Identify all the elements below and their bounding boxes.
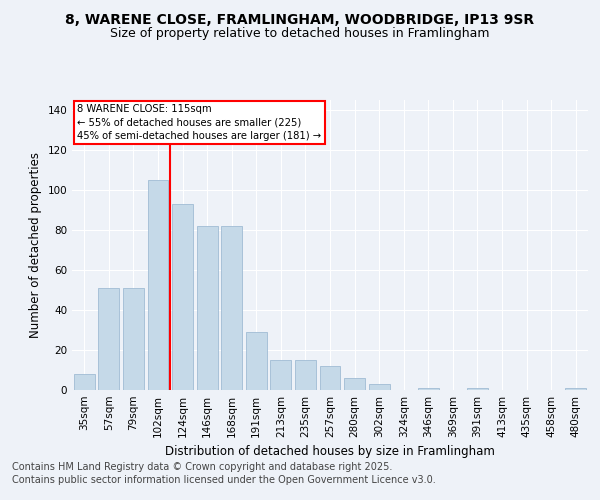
Bar bbox=[565, 388, 586, 390]
Text: 8 WARENE CLOSE: 115sqm
← 55% of detached houses are smaller (225)
45% of semi-de: 8 WARENE CLOSE: 115sqm ← 55% of detached… bbox=[77, 104, 321, 141]
Bar bbox=[418, 388, 439, 390]
Bar bbox=[221, 226, 242, 390]
X-axis label: Distribution of detached houses by size in Framlingham: Distribution of detached houses by size … bbox=[165, 446, 495, 458]
Bar bbox=[98, 288, 119, 390]
Bar bbox=[172, 204, 193, 390]
Text: 8, WARENE CLOSE, FRAMLINGHAM, WOODBRIDGE, IP13 9SR: 8, WARENE CLOSE, FRAMLINGHAM, WOODBRIDGE… bbox=[65, 12, 535, 26]
Bar bbox=[246, 332, 267, 390]
Bar bbox=[368, 384, 389, 390]
Text: Size of property relative to detached houses in Framlingham: Size of property relative to detached ho… bbox=[110, 28, 490, 40]
Bar bbox=[344, 378, 365, 390]
Bar bbox=[295, 360, 316, 390]
Text: Contains public sector information licensed under the Open Government Licence v3: Contains public sector information licen… bbox=[12, 475, 436, 485]
Y-axis label: Number of detached properties: Number of detached properties bbox=[29, 152, 42, 338]
Bar bbox=[271, 360, 292, 390]
Bar bbox=[123, 288, 144, 390]
Bar bbox=[197, 226, 218, 390]
Bar bbox=[467, 388, 488, 390]
Text: Contains HM Land Registry data © Crown copyright and database right 2025.: Contains HM Land Registry data © Crown c… bbox=[12, 462, 392, 472]
Bar bbox=[320, 366, 340, 390]
Bar bbox=[148, 180, 169, 390]
Bar bbox=[74, 374, 95, 390]
